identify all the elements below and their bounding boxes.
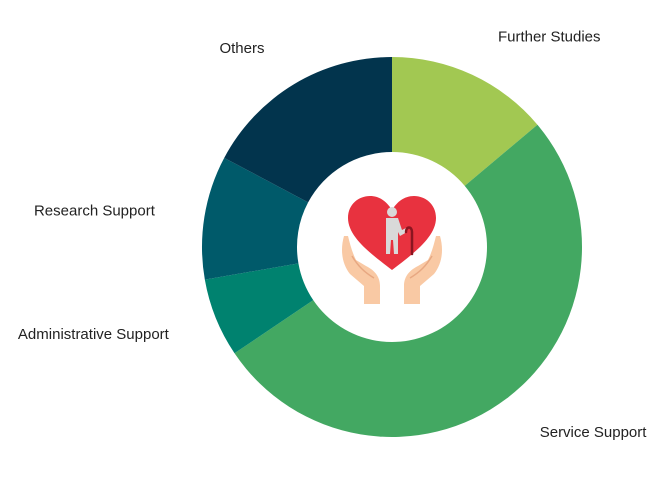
label-administrative-support: Administrative Support: [18, 326, 170, 343]
slice-labels: Further Studies Service Support Administra…: [18, 29, 647, 442]
right-hand-icon: [404, 236, 442, 304]
label-service-support: Service Support: [540, 424, 648, 441]
slice-further-studies[interactable]: [392, 57, 538, 186]
slice-service-support[interactable]: [234, 124, 582, 437]
donut-slices: [202, 57, 582, 437]
label-research-support: Research Support: [34, 203, 156, 220]
elderly-person-icon: [386, 207, 414, 256]
hands-holding-heart-elderly-icon: [342, 196, 442, 304]
left-hand-icon: [342, 236, 380, 304]
label-others: Others: [219, 40, 264, 57]
slice-others[interactable]: [224, 57, 392, 203]
slice-research-support[interactable]: [202, 157, 309, 280]
slice-administrative-support[interactable]: [204, 263, 314, 354]
label-further-studies: Further Studies: [498, 29, 601, 46]
